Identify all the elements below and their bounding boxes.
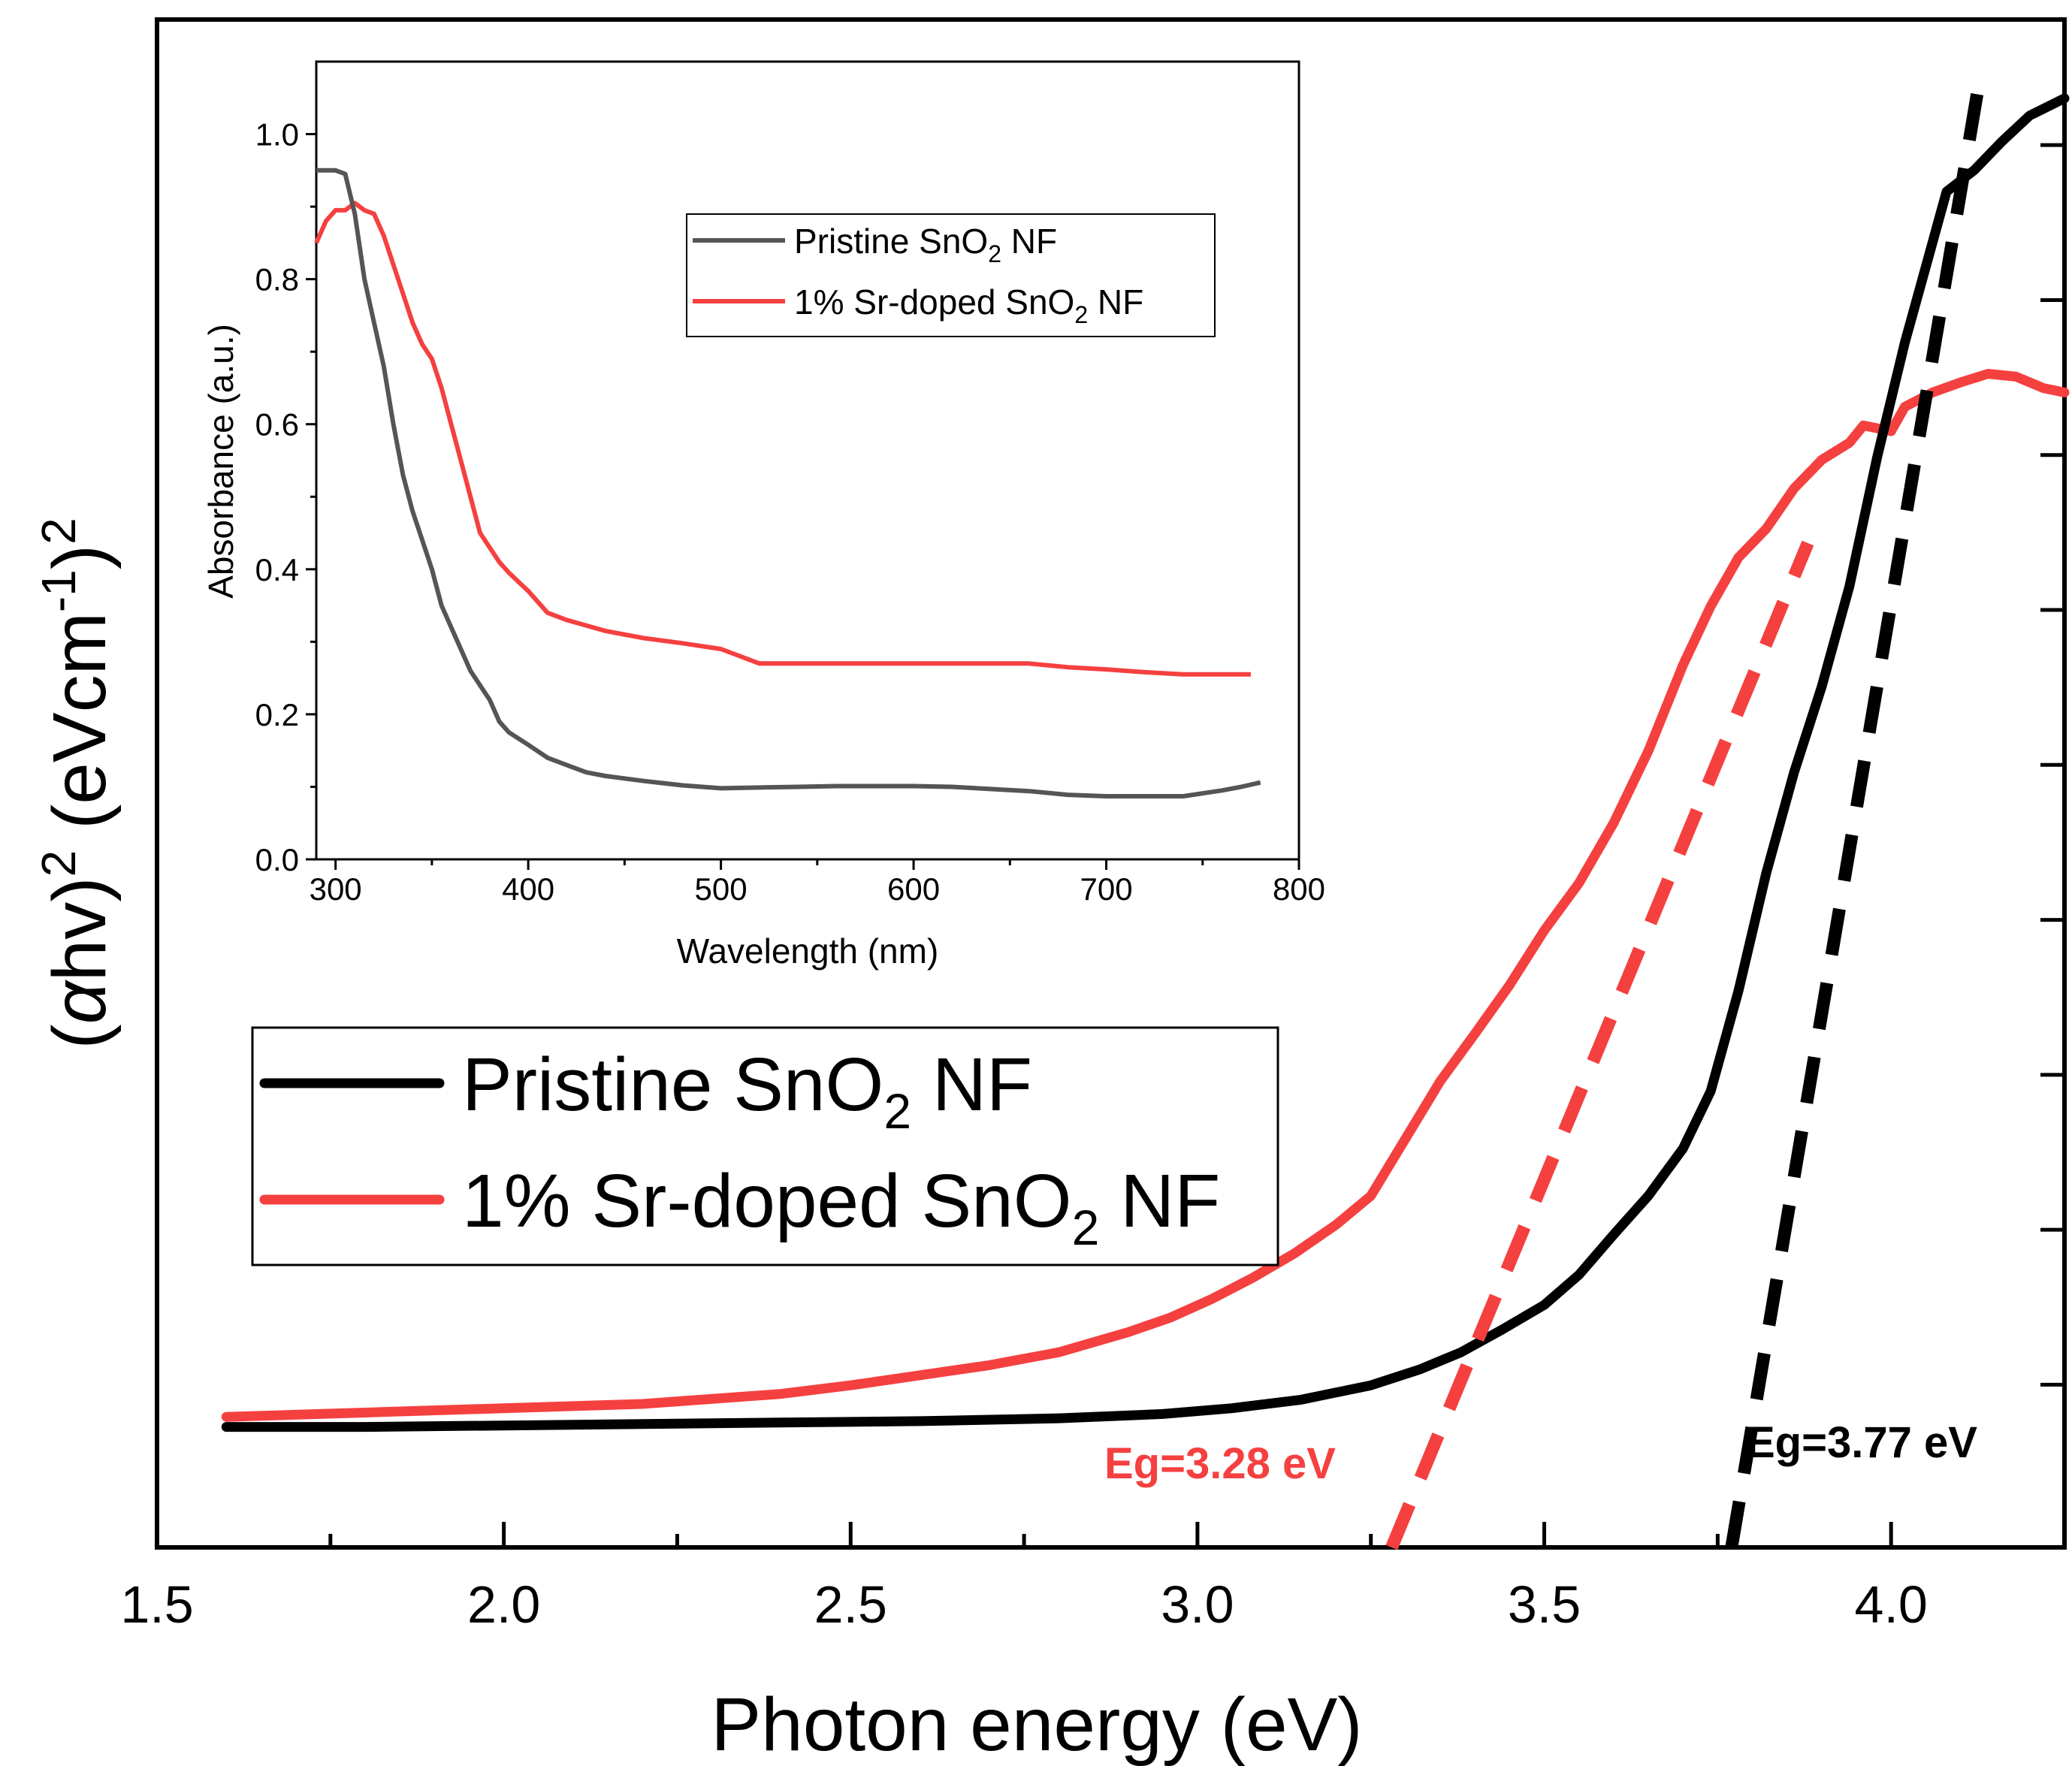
inset-legend-sr-suffix: NF	[1088, 282, 1143, 322]
inset-legend: Pristine SnO2 NF 1% Sr-doped SnO2 NF	[686, 213, 1216, 337]
main-series-group	[221, 68, 2070, 1550]
ylabel-sup-1: 2	[32, 850, 86, 877]
ylabel-sup-2: -1	[32, 569, 86, 612]
fit-line-sr-doped	[1385, 540, 1814, 1550]
main-plot-frame	[155, 17, 2067, 1550]
main-legend-box	[251, 1026, 1279, 1266]
main-y-axis-title: (αhv)2 (eVcm-1)2	[32, 518, 122, 1049]
inset-y-tick-label: 0.0	[255, 842, 299, 877]
ylabel-sup-3: 2	[32, 518, 86, 545]
inset-x-axis: 300 400 500 600 700 800	[310, 859, 1325, 907]
inset-plot-frame	[315, 60, 1300, 861]
inset-legend-pristine-sub: 2	[988, 240, 1001, 267]
main-x-tick-label: 4.0	[1855, 1575, 1928, 1634]
main-x-tick-label: 3.5	[1508, 1575, 1581, 1634]
inset-legend-label-pristine: Pristine SnO2 NF	[794, 222, 1057, 267]
inset-legend-pristine-prefix: Pristine SnO	[794, 222, 988, 261]
main-x-tick-label: 2.5	[814, 1575, 887, 1634]
main-legend-label-pristine: Pristine SnO2 NF	[462, 1043, 1032, 1139]
ylabel-alpha: α	[38, 979, 122, 1024]
annotation-eg-sr-doped: Eg=3.28 eV	[1104, 1439, 1336, 1488]
inset-series-pristine-line	[316, 168, 1261, 798]
inset-x-tick-label: 300	[310, 871, 362, 907]
inset-y-tick-label: 0.8	[255, 262, 299, 297]
inset-legend-sr-sub: 2	[1074, 301, 1088, 328]
inset-x-tick-label: 400	[502, 871, 554, 907]
inset-legend-pristine-suffix: NF	[1001, 222, 1057, 261]
fit-line-pristine	[1725, 68, 1988, 1549]
main-legend-sr-sub: 2	[1072, 1200, 1100, 1255]
inset-background	[316, 62, 1299, 859]
inset-y-tick-label: 0.4	[255, 552, 299, 587]
main-y-axis	[2040, 143, 2064, 1387]
main-legend-sr-prefix: 1% Sr-doped SnO	[462, 1159, 1072, 1243]
inset-y-axis-title: Absorbance (a.u.)	[201, 324, 240, 599]
main-x-tick-label: 2.0	[467, 1575, 540, 1634]
inset-chart: 300 400 500 600 700 800 0.0 0.2 0.4 0.6 0.8 1.0 Wa…	[201, 60, 1325, 971]
inset-y-tick-label: 1.0	[255, 117, 299, 152]
main-legend: Pristine SnO2 NF 1% Sr-doped SnO2 NF	[251, 1026, 1279, 1266]
ylabel-part-d: )	[38, 545, 122, 569]
main-legend-sr-suffix: NF	[1099, 1159, 1220, 1243]
main-x-tick-label: 1.5	[120, 1575, 193, 1634]
main-legend-pristine-suffix: NF	[911, 1043, 1032, 1127]
inset-x-tick-label: 600	[887, 871, 940, 907]
main-legend-pristine-sub: 2	[883, 1083, 911, 1139]
main-x-tick-label: 3.0	[1161, 1575, 1234, 1634]
ylabel-part-a: (	[38, 1024, 122, 1049]
main-legend-pristine-prefix: Pristine SnO	[462, 1043, 883, 1127]
main-x-axis-title: Photon energy (eV)	[711, 1683, 1362, 1766]
inset-x-tick-label: 700	[1080, 871, 1132, 907]
inset-legend-label-sr-doped: 1% Sr-doped SnO2 NF	[794, 282, 1143, 328]
inset-x-tick-label: 800	[1273, 871, 1325, 907]
inset-x-tick-label: 500	[695, 871, 748, 907]
ylabel-part-b: hv)	[38, 877, 122, 981]
inset-y-tick-label: 0.6	[255, 407, 299, 442]
inset-series-sr-doped-line	[314, 201, 1251, 677]
inset-x-axis-title: Wavelength (nm)	[677, 931, 939, 971]
main-series-pristine-line	[221, 93, 2070, 1432]
main-legend-label-sr-doped: 1% Sr-doped SnO2 NF	[462, 1159, 1220, 1255]
annotation-eg-pristine: Eg=3.77 eV	[1746, 1418, 1977, 1467]
ylabel-part-c: (eVcm	[38, 612, 122, 850]
inset-legend-box	[686, 213, 1216, 337]
inset-legend-sr-prefix: 1% Sr-doped SnO	[794, 282, 1074, 322]
inset-y-axis: 0.0 0.2 0.4 0.6 0.8 1.0	[255, 117, 316, 877]
main-chart: 1.5 2.0 2.5 3.0 3.5 4.0 Photon energy (eV) (α…	[32, 17, 2070, 1766]
inset-y-tick-label: 0.2	[255, 697, 299, 732]
main-x-axis: 1.5 2.0 2.5 3.0 3.5 4.0	[120, 1522, 2067, 1634]
main-series-sr-doped-line	[221, 369, 2070, 1422]
